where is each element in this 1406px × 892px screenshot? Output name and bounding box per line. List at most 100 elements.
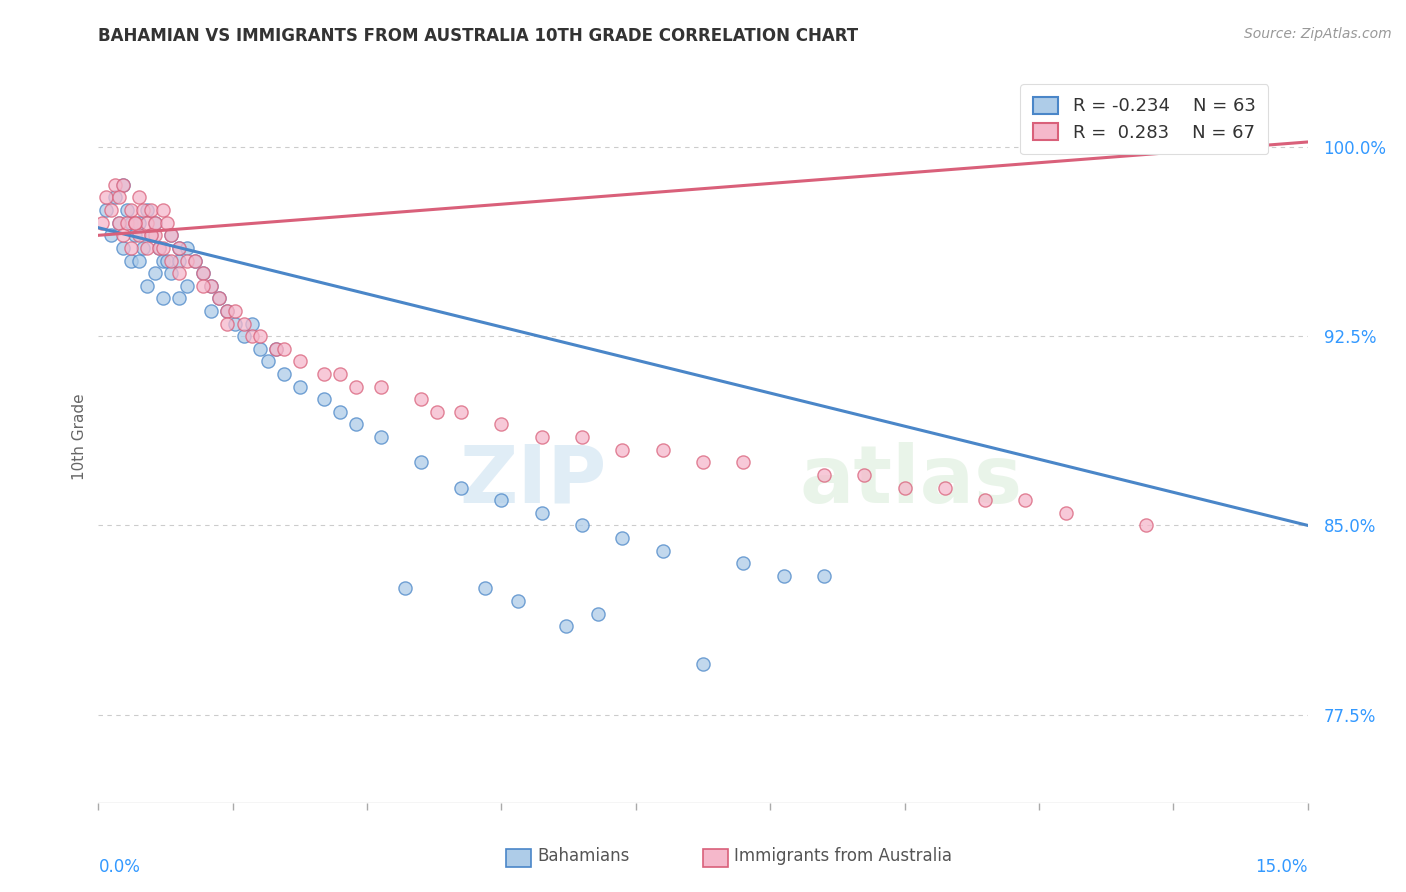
Point: [193, 266, 215, 280]
Point: [160, 228, 183, 243]
Point: [107, 216, 129, 230]
Point: [409, 455, 432, 469]
Point: [733, 455, 755, 469]
Point: [124, 216, 146, 230]
Point: [409, 392, 432, 407]
Point: [450, 481, 472, 495]
Text: Immigrants from Australia: Immigrants from Australia: [734, 847, 952, 865]
Point: [224, 317, 246, 331]
Point: [1135, 518, 1157, 533]
Point: [111, 178, 134, 192]
Legend: R = -0.234    N = 63, R =  0.283    N = 67: R = -0.234 N = 63, R = 0.283 N = 67: [1021, 84, 1268, 154]
Point: [208, 291, 231, 305]
Point: [111, 241, 134, 255]
Point: [474, 582, 496, 596]
Point: [152, 241, 174, 255]
Text: 0.0%: 0.0%: [98, 858, 141, 876]
Point: [148, 241, 170, 255]
Point: [115, 203, 138, 218]
Point: [240, 329, 263, 343]
Point: [893, 481, 915, 495]
Point: [96, 203, 118, 218]
Point: [111, 228, 134, 243]
Point: [314, 392, 336, 407]
Point: [167, 253, 190, 268]
Point: [329, 367, 352, 381]
Point: [692, 455, 714, 469]
Point: [139, 203, 162, 218]
Point: [132, 203, 155, 218]
Point: [124, 228, 146, 243]
Point: [813, 569, 835, 583]
Point: [273, 367, 295, 381]
Point: [208, 291, 231, 305]
Point: [135, 203, 157, 218]
Point: [314, 367, 336, 381]
Point: [651, 442, 673, 457]
Point: [124, 216, 146, 230]
Point: [167, 241, 190, 255]
Text: Source: ZipAtlas.com: Source: ZipAtlas.com: [1244, 27, 1392, 41]
Point: [100, 228, 122, 243]
Point: [91, 216, 114, 230]
Point: [184, 253, 207, 268]
Point: [120, 241, 142, 255]
Point: [156, 253, 179, 268]
Point: [111, 178, 134, 192]
Point: [103, 178, 125, 192]
Point: [167, 291, 190, 305]
Point: [120, 216, 142, 230]
Point: [200, 304, 222, 318]
Point: [160, 228, 183, 243]
Point: [217, 304, 239, 318]
Point: [107, 190, 129, 204]
Point: [530, 506, 553, 520]
Point: [1054, 506, 1077, 520]
Point: [128, 190, 150, 204]
Point: [139, 228, 162, 243]
Point: [120, 203, 142, 218]
Point: [176, 241, 198, 255]
Point: [491, 417, 513, 432]
Point: [612, 531, 634, 545]
Point: [143, 216, 166, 230]
Point: [733, 556, 755, 570]
Point: [167, 266, 190, 280]
Point: [193, 266, 215, 280]
Point: [103, 190, 125, 204]
Point: [148, 241, 170, 255]
Point: [1014, 493, 1036, 508]
Point: [152, 203, 174, 218]
Point: [506, 594, 529, 608]
Point: [273, 342, 295, 356]
Point: [370, 430, 392, 444]
Point: [200, 278, 222, 293]
Point: [143, 228, 166, 243]
Point: [107, 216, 129, 230]
Point: [160, 253, 183, 268]
Point: [176, 278, 198, 293]
Point: [184, 253, 207, 268]
Text: Bahamians: Bahamians: [537, 847, 630, 865]
Point: [249, 329, 271, 343]
Text: ZIP: ZIP: [458, 442, 606, 520]
Point: [217, 304, 239, 318]
Point: [555, 619, 578, 633]
Point: [974, 493, 997, 508]
Point: [329, 405, 352, 419]
Point: [232, 329, 254, 343]
Point: [288, 379, 311, 393]
Point: [530, 430, 553, 444]
Point: [96, 190, 118, 204]
Point: [139, 228, 162, 243]
Point: [853, 467, 876, 482]
Point: [288, 354, 311, 368]
Point: [143, 266, 166, 280]
Point: [152, 253, 174, 268]
Point: [264, 342, 287, 356]
Point: [200, 278, 222, 293]
Point: [813, 467, 835, 482]
Point: [100, 203, 122, 218]
Text: atlas: atlas: [800, 442, 1022, 520]
Point: [370, 379, 392, 393]
